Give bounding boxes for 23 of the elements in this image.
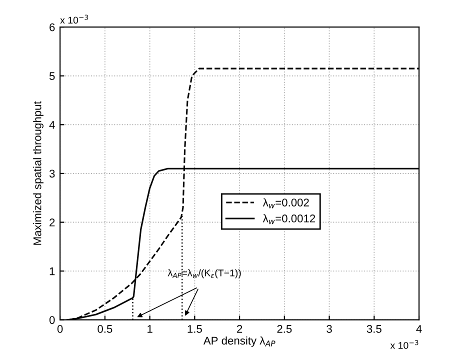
- legend-label: λ$_{w}$=0.0012: [262, 214, 316, 224]
- y-tick-label: 2: [50, 218, 55, 226]
- legend-label: λ$_{w}$=0.002: [262, 198, 309, 208]
- y-tick-label: 6: [50, 23, 55, 32]
- y-tick-label: 1: [50, 267, 55, 276]
- x-axis-title: AP density λ$_{AP}$: [203, 336, 276, 347]
- y-tick-label: 3: [49, 170, 55, 178]
- y-tick-label: 0: [49, 316, 55, 324]
- x-tick-label: 1: [148, 325, 152, 333]
- x-tick-label: 3.5: [366, 325, 382, 333]
- text: x 10$^{−3}$: [60, 14, 88, 24]
- text: x 10$^{−3}$: [390, 340, 418, 349]
- y-tick-label: 5: [49, 72, 55, 80]
- x-tick-label: 0: [57, 325, 63, 333]
- y-axis-title: Maximized spatial throughput: [33, 101, 44, 245]
- annotation: λ$_{AP}$=λ$_{w}$/(K$_{ε}$(T−1)): [168, 269, 241, 278]
- x-tick-label: 1.5: [188, 325, 202, 333]
- x-tick-label: 2.5: [277, 325, 292, 333]
- x-tick-label: 2: [237, 325, 242, 333]
- x-tick-label: 4: [416, 325, 422, 333]
- x-tick-label: 3: [326, 325, 332, 333]
- x-tick-label: 0.5: [98, 325, 112, 333]
- y-tick-label: 4: [49, 121, 55, 129]
